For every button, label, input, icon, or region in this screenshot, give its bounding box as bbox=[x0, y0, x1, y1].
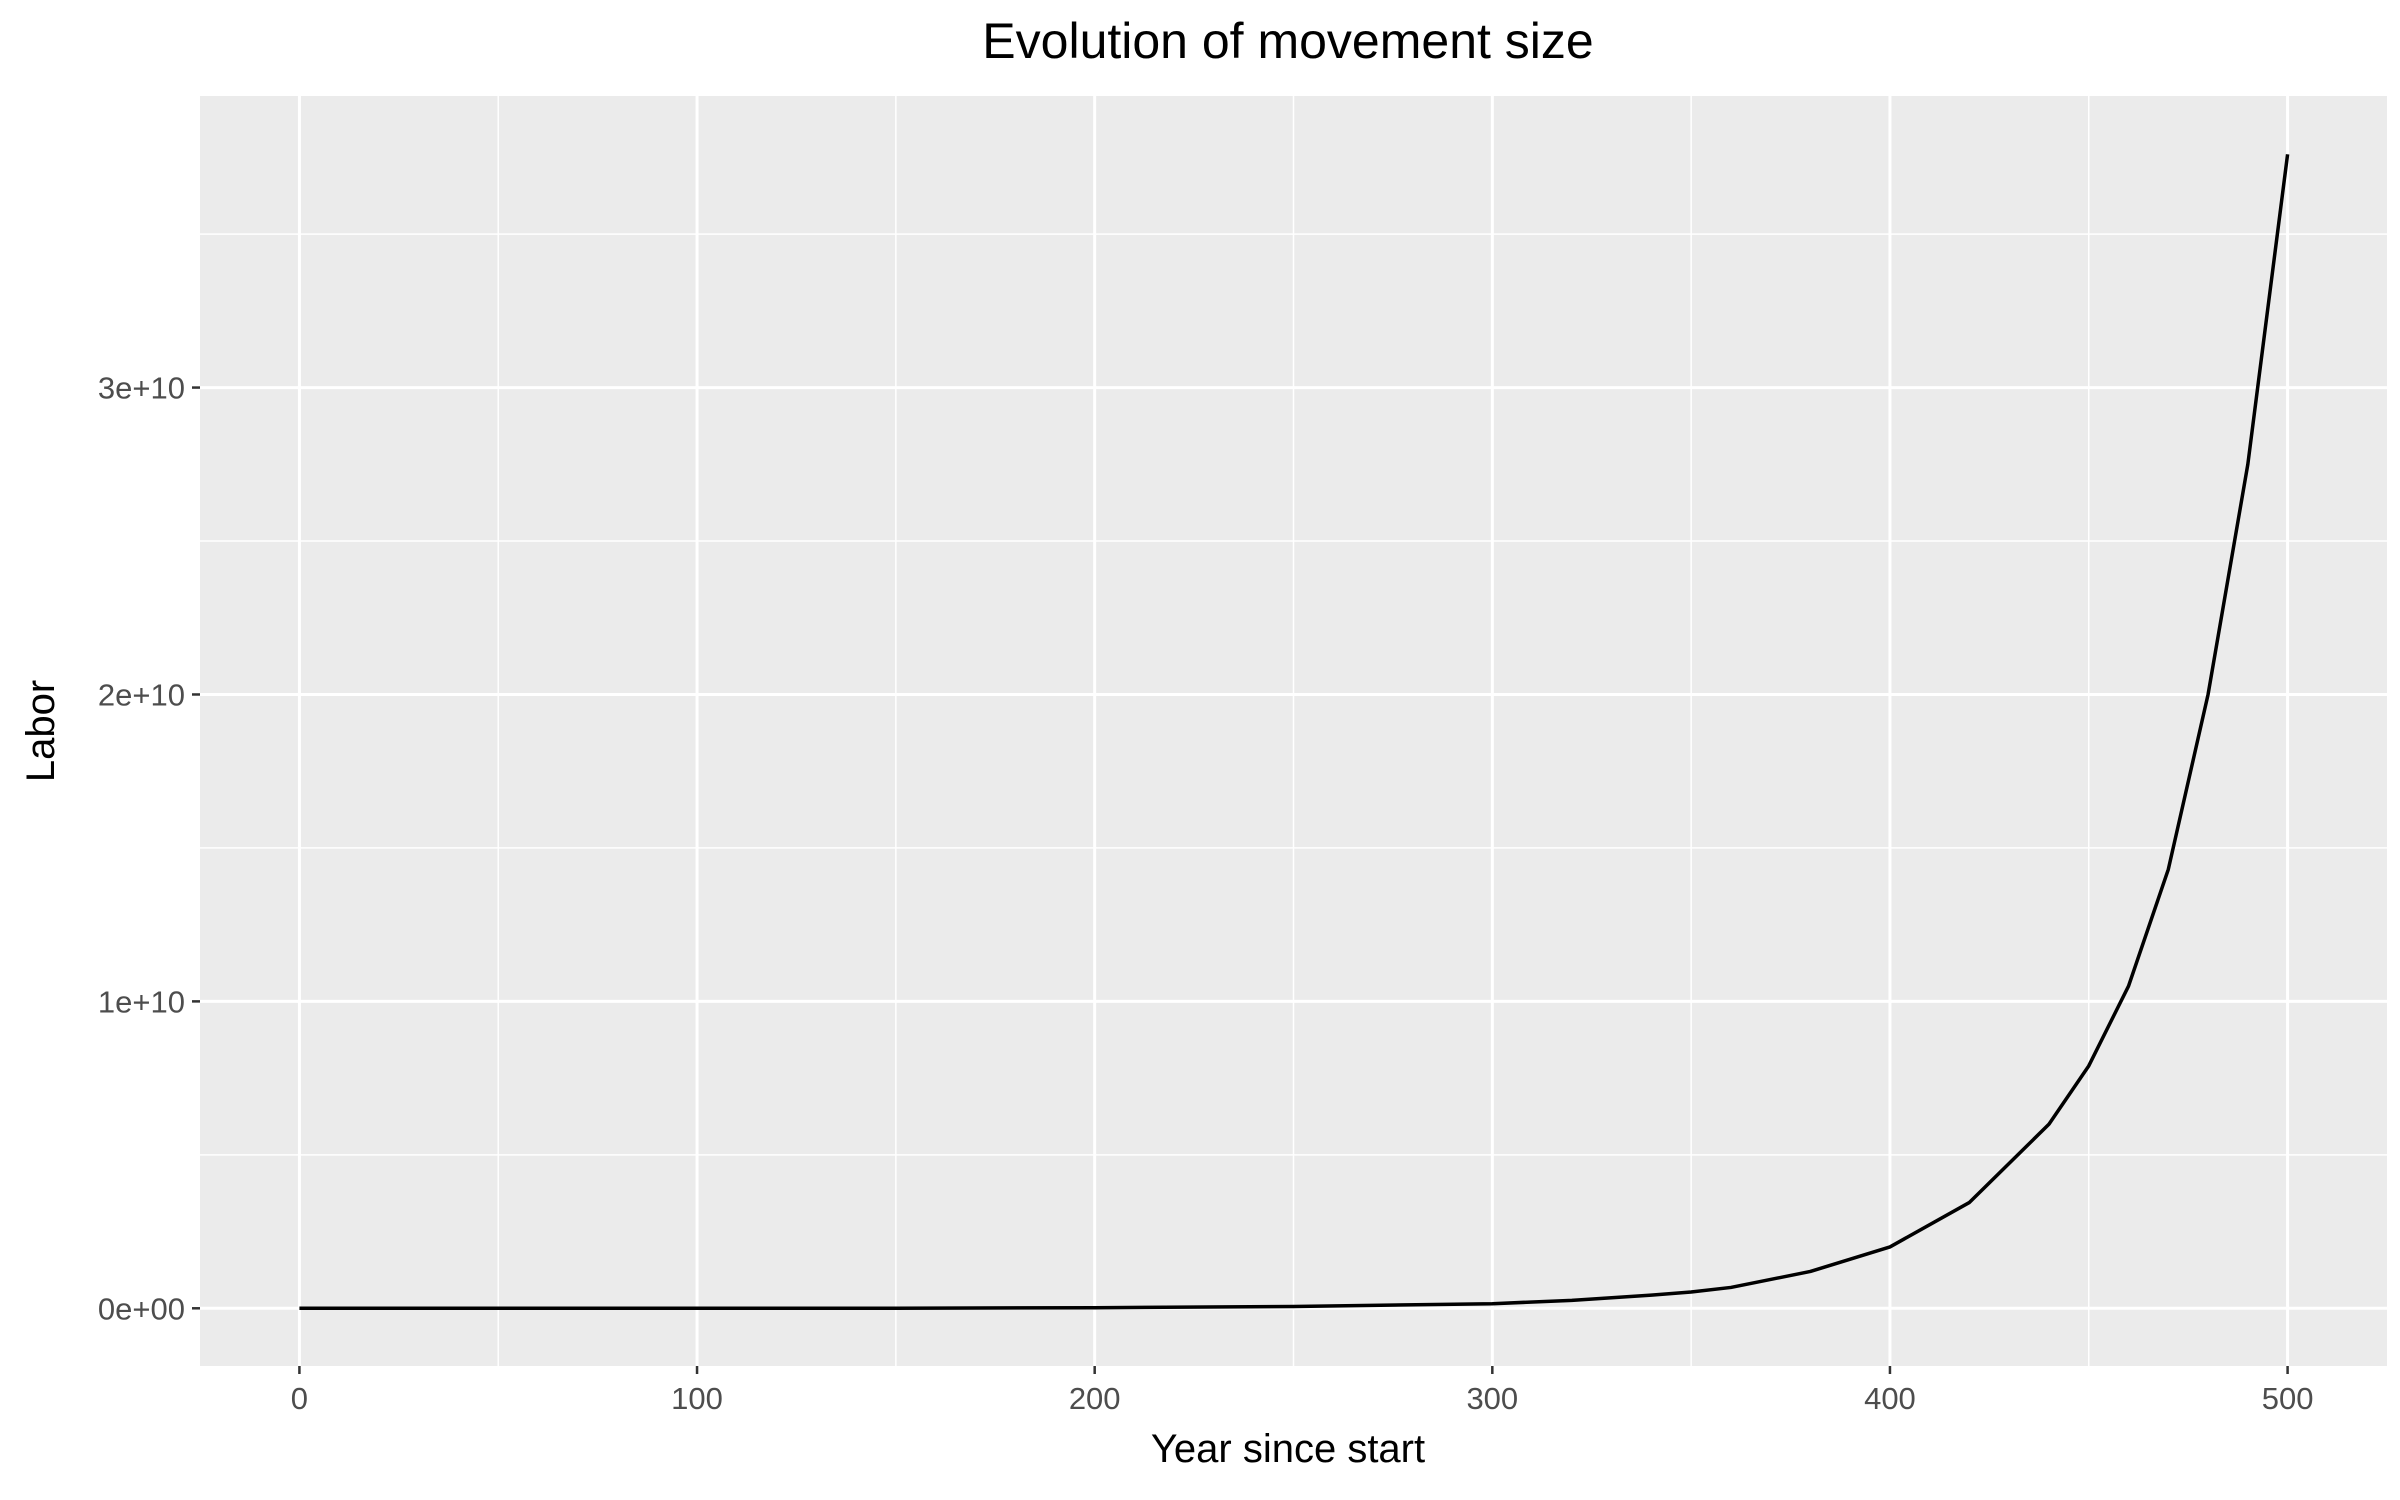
y-axis-title: Labor bbox=[19, 680, 63, 782]
y-tick-label: 2e+10 bbox=[98, 677, 185, 712]
x-tick-label: 300 bbox=[1466, 1381, 1518, 1416]
x-tick-label: 400 bbox=[1864, 1381, 1916, 1416]
series-layer bbox=[299, 154, 2290, 1311]
y-tick-label: 0e+00 bbox=[98, 1291, 185, 1326]
y-axis: 0e+00 1e+10 2e+10 3e+10 bbox=[98, 371, 200, 1326]
x-axis-title: Year since start bbox=[1151, 1427, 1425, 1471]
x-tick-label: 100 bbox=[671, 1381, 723, 1416]
y-tick-label: 1e+10 bbox=[98, 984, 185, 1019]
y-tick-label: 3e+10 bbox=[98, 371, 185, 406]
x-tick-label: 0 bbox=[291, 1381, 308, 1416]
x-tick-label: 200 bbox=[1069, 1381, 1121, 1416]
x-axis: 0 100 200 300 400 500 bbox=[291, 1366, 2314, 1416]
chart-title: Evolution of movement size bbox=[982, 13, 1593, 69]
series-line bbox=[299, 154, 2290, 1311]
minor-gridlines bbox=[200, 96, 2387, 1366]
x-tick-label: 500 bbox=[2262, 1381, 2314, 1416]
